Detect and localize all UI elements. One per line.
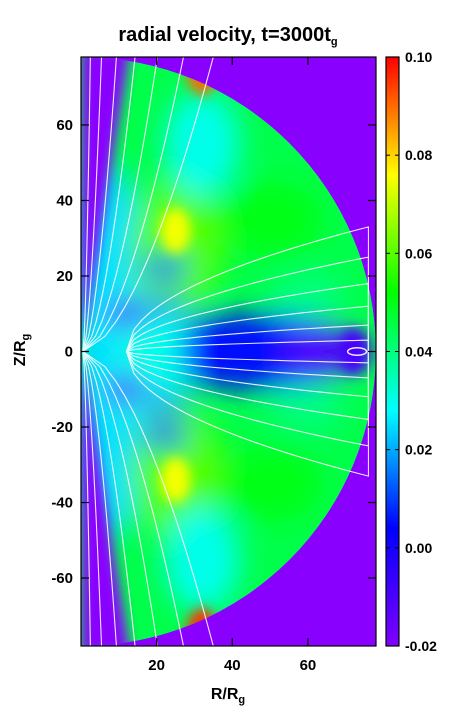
colorbar-tick-label: 0.00	[405, 540, 432, 556]
colorbar-tick-label: 0.08	[405, 147, 432, 163]
colorbar-tick-label: -0.02	[405, 638, 437, 654]
colorbar-tick-label: 0.04	[405, 344, 432, 360]
y-tick-label: 40	[56, 192, 73, 209]
y-tick-label: -60	[51, 570, 73, 587]
colorbar-tick-label: 0.02	[405, 442, 432, 458]
feature-1	[160, 457, 191, 503]
x-tick-label: 20	[148, 657, 165, 674]
y-tick-label: 0	[65, 344, 73, 361]
colorbar-tick-label: 0.10	[405, 49, 432, 65]
x-tick-label: 60	[300, 657, 317, 674]
y-tick-label: -20	[51, 419, 73, 436]
y-tick-label: -40	[51, 495, 73, 512]
x-axis-label: R/Rg	[210, 686, 246, 706]
y-tick-label: 20	[56, 268, 73, 285]
x-tick-label: 40	[224, 657, 241, 674]
colorbar-tick-label: 0.06	[405, 245, 432, 261]
y-tick-label: 60	[56, 117, 73, 134]
chart-title: radial velocity, t=3000tg	[118, 24, 338, 48]
feature-0	[160, 208, 191, 254]
